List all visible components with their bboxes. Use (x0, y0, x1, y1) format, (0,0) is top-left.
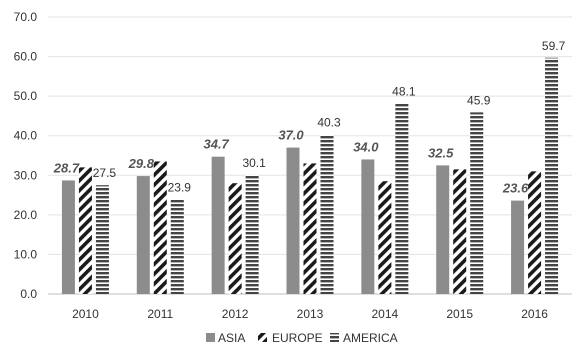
y-tick-label: 60.0 (14, 50, 38, 64)
bar-asia-2013 (286, 147, 300, 294)
bar-america-2015 (470, 112, 484, 294)
bar-america-2013 (320, 134, 334, 294)
bar-europe-2015 (453, 169, 467, 294)
x-tick-label: 2016 (521, 307, 548, 321)
legend-swatch-america (330, 333, 339, 342)
y-tick-label: 30.0 (14, 168, 38, 182)
legend-swatch-europe (258, 333, 267, 342)
bar-asia-2011 (136, 176, 150, 294)
data-labels: 28.7 27.5 29.8 23.9 34.7 30.1 37.0 40.3 34.0 48.1… (53, 39, 566, 196)
bar-europe-2011 (153, 161, 167, 294)
bar-asia-2010 (61, 180, 75, 294)
bar-europe-2010 (78, 167, 92, 294)
data-label-asia: 34.0 (353, 139, 379, 154)
bar-asia-2014 (361, 159, 375, 294)
bar-america-2011 (170, 199, 184, 294)
bar-america-2012 (245, 174, 259, 294)
bar-america-2016 (545, 57, 559, 294)
bar-america-2014 (395, 103, 409, 294)
bar-asia-2015 (436, 165, 450, 294)
x-tick-label: 2012 (222, 307, 249, 321)
y-tick-label: 40.0 (14, 129, 38, 143)
x-tick-label: 2011 (147, 307, 173, 321)
data-label-america: 23.9 (168, 180, 192, 194)
data-label-america: 30.1 (242, 156, 266, 170)
data-label-asia: 29.8 (128, 156, 155, 171)
x-tick-label: 2013 (297, 307, 324, 321)
x-tick-label: 2010 (72, 307, 99, 321)
data-label-asia: 32.5 (428, 145, 454, 160)
bar-europe-2016 (528, 171, 542, 294)
x-tick-label: 2014 (372, 307, 399, 321)
legend-label-europe: EUROPE (272, 331, 323, 345)
y-tick-label: 50.0 (14, 89, 38, 103)
data-label-asia: 37.0 (278, 128, 304, 143)
bar-europe-2014 (378, 181, 392, 294)
y-tick-label: 70.0 (14, 10, 38, 24)
data-label-america: 45.9 (467, 93, 491, 107)
data-label-asia: 23.6 (502, 181, 529, 196)
x-tick-label: 2015 (446, 307, 473, 321)
bar-europe-2012 (228, 183, 242, 294)
data-label-america: 27.5 (93, 166, 117, 180)
data-label-asia: 34.7 (203, 137, 229, 152)
y-tick-label: 20.0 (14, 208, 38, 222)
legend-swatch-asia (206, 333, 215, 342)
bar-europe-2013 (303, 163, 317, 294)
bars (61, 57, 559, 294)
bar-america-2010 (95, 185, 109, 294)
data-label-america: 59.7 (542, 39, 566, 53)
data-label-america: 48.1 (392, 85, 416, 99)
bar-asia-2012 (211, 156, 225, 294)
data-label-asia: 28.7 (53, 160, 80, 175)
legend-label-america: AMERICA (343, 331, 398, 345)
y-tick-label: 0.0 (20, 287, 37, 301)
data-label-america: 40.3 (317, 116, 341, 130)
y-axis: 0.0 10.0 20.0 30.0 40.0 50.0 60.0 70.0 (14, 10, 38, 301)
legend-label-asia: ASIA (218, 331, 245, 345)
legend: ASIA EUROPE AMERICA (206, 331, 398, 345)
x-axis: 2010 2011 2012 2013 2014 2015 2016 (72, 307, 548, 321)
y-tick-label: 10.0 (14, 247, 38, 261)
bar-asia-2016 (511, 200, 525, 294)
